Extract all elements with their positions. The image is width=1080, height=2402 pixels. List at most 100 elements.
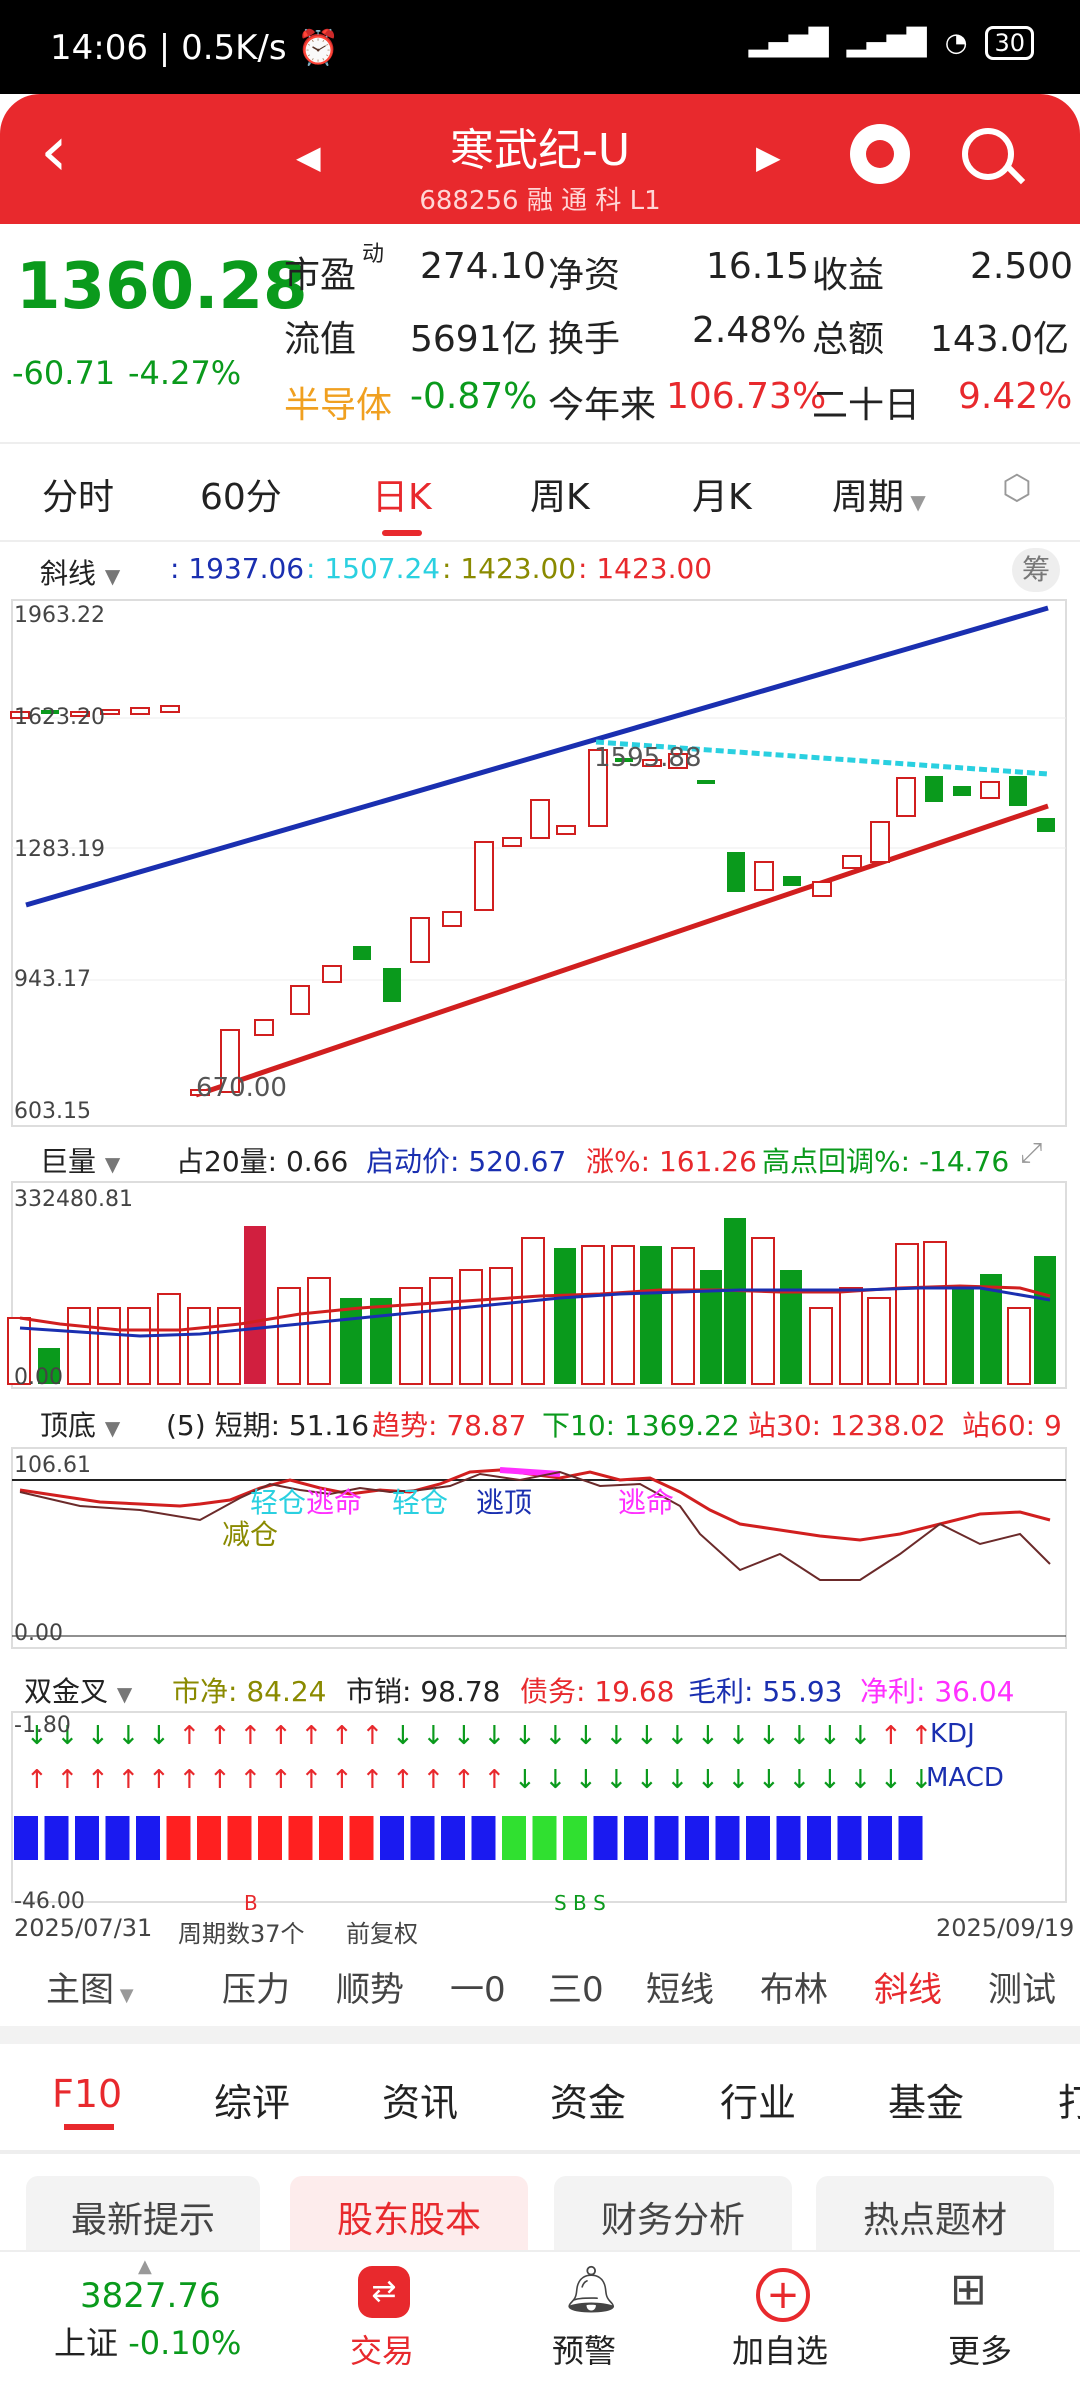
- trade-icon[interactable]: ⇄: [358, 2266, 410, 2318]
- sj-indicator-label[interactable]: 双金叉 ▼: [24, 1675, 133, 1708]
- tab-pressure[interactable]: 压力: [222, 1970, 290, 2010]
- resistance-line: [595, 739, 1049, 777]
- tab-news[interactable]: 资讯: [382, 2081, 459, 2125]
- signal-block: [837, 1816, 862, 1860]
- signal-block: [75, 1816, 99, 1860]
- kline-chart[interactable]: 1963.22 1623.20 1283.19 943.17 603.15 15…: [0, 590, 1080, 1140]
- tab-boll[interactable]: 布林: [760, 1970, 828, 2010]
- mv-label: 流值: [284, 319, 357, 360]
- signal-block: [319, 1816, 343, 1860]
- period-count: 周期数37个: [178, 1920, 305, 1948]
- sj-top: -1.80: [14, 1713, 71, 1738]
- macd-arrow: ↑: [57, 1765, 79, 1795]
- battery-icon: 30: [985, 26, 1034, 60]
- candle: [353, 946, 371, 960]
- signal-block: [349, 1816, 374, 1860]
- kdj-arrow: ↓: [484, 1721, 506, 1751]
- chip-button[interactable]: 筹: [1012, 548, 1060, 592]
- tab-period[interactable]: 周期 ▼: [832, 477, 926, 518]
- back-icon[interactable]: ‹: [40, 110, 68, 192]
- f10-indicator: [64, 2124, 114, 2130]
- ytd-label: 今年来: [548, 385, 657, 426]
- nav-trade[interactable]: 交易: [350, 2332, 415, 2370]
- kdj-arrow: ↑: [240, 1721, 262, 1751]
- td-l2: 逃命: [306, 1486, 362, 1519]
- td-l4: 逃顶: [476, 1486, 532, 1519]
- prev-stock-icon[interactable]: ◀: [296, 138, 321, 176]
- candle: [588, 749, 608, 827]
- candle: [530, 799, 550, 839]
- tab-fund[interactable]: 基金: [888, 2081, 965, 2125]
- grid-icon[interactable]: ⊞: [950, 2264, 987, 2315]
- tab-short[interactable]: 短线: [646, 1970, 714, 2010]
- volume-bar: [399, 1287, 423, 1385]
- candle: [502, 837, 522, 847]
- tab-trend[interactable]: 顺势: [336, 1970, 404, 2010]
- signal-block: [380, 1816, 404, 1860]
- tab-review[interactable]: 综评: [214, 2081, 291, 2125]
- sj-chart[interactable]: ↓ ↓ ↓ ↓ ↓ ↑ ↑ ↑ ↑ ↑ ↑ ↑ ↓ ↓ ↓ ↓ ↓ ↓ ↓ ↓ ↓ ↓ ↓ ↓ ↓ ↓ ↓ ↓ ↑ ↑ ↑ ↑ ↑ ↑ ↑ ↑ ↑ ↑ ↑…: [0, 1708, 1080, 1914]
- macd-arrow: ↓: [545, 1765, 567, 1795]
- line-indicator-label[interactable]: 斜线 ▼: [40, 557, 121, 590]
- ytd-value: 106.73%: [666, 376, 827, 417]
- candle: [812, 881, 832, 897]
- candle: [290, 985, 310, 1015]
- kdj-arrow: ↓: [636, 1721, 658, 1751]
- signal-block: [898, 1816, 923, 1860]
- kdj-arrow: ↓: [87, 1721, 109, 1751]
- assistant-icon[interactable]: [850, 124, 910, 184]
- volume-chart[interactable]: 332480.81 0.00: [0, 1178, 1080, 1392]
- td-a: (5) 短期: 51.16: [166, 1409, 370, 1442]
- nav-more[interactable]: 更多: [948, 2332, 1013, 2370]
- candle: [980, 781, 1000, 799]
- bell-icon[interactable]: 🔔︎: [562, 2262, 621, 2316]
- tab-test[interactable]: 测试: [988, 1970, 1056, 2010]
- tab-60min[interactable]: 60分: [200, 477, 282, 518]
- axis-t4: 943.17: [14, 967, 91, 992]
- next-stock-icon[interactable]: ▶: [756, 138, 781, 176]
- macd-label: MACD: [926, 1763, 1004, 1793]
- line-value-3: : 1423.00: [442, 552, 577, 585]
- kdj-label: KDJ: [930, 1719, 975, 1749]
- candle: [383, 968, 401, 1002]
- volume-bar: [867, 1297, 891, 1385]
- search-icon[interactable]: [962, 128, 1014, 180]
- eps-value: 2.500: [970, 246, 1074, 287]
- tab-funds[interactable]: 资金: [550, 2081, 627, 2125]
- nav-alert[interactable]: 预警: [552, 2332, 617, 2370]
- tab-industry[interactable]: 行业: [720, 2081, 797, 2125]
- vol-zero: 0.00: [14, 1365, 63, 1390]
- volume-bar: [489, 1267, 513, 1385]
- tab-main-chart[interactable]: 主图 ▼: [46, 1970, 134, 2010]
- macd-arrow: ↓: [606, 1765, 628, 1795]
- tab-minute[interactable]: 分时: [42, 477, 115, 518]
- tab-weekly[interactable]: 周K: [530, 477, 590, 518]
- tab-one-zero[interactable]: 一0: [450, 1970, 506, 2010]
- macd-arrow: ↑: [118, 1765, 140, 1795]
- td-chart[interactable]: 106.61 0.00 轻仓 逃命 轻仓 逃顶 逃命 减仓: [0, 1444, 1080, 1656]
- volume-bar: [127, 1307, 151, 1385]
- expand-icon[interactable]: ⤢: [1020, 1136, 1043, 1169]
- index-row[interactable]: 上证 -0.10%: [54, 2324, 242, 2362]
- tab-three-zero[interactable]: 三0: [548, 1970, 604, 2010]
- sector-name[interactable]: 半导体: [284, 385, 393, 426]
- tab-f10[interactable]: F10: [52, 2072, 123, 2116]
- tab-monthly[interactable]: 月K: [692, 477, 752, 518]
- sj-e: 净利: 36.04: [860, 1675, 1015, 1708]
- app-header: ‹ ◀ 寒武纪-U 688256 融 通 科 L1 ▶: [0, 94, 1080, 224]
- volume-indicator-label[interactable]: 巨量 ▼: [40, 1145, 121, 1178]
- tab-slope[interactable]: 斜线: [874, 1970, 942, 2010]
- signal-block: [44, 1816, 69, 1860]
- kdj-arrow: ↑: [362, 1721, 384, 1751]
- td-indicator-label[interactable]: 顶底 ▼: [40, 1409, 121, 1442]
- candle: [442, 911, 462, 927]
- volume-bar: [780, 1270, 802, 1384]
- settings-icon[interactable]: ⬡: [1002, 468, 1032, 508]
- signal-block: [258, 1816, 282, 1860]
- price-change: -60.71: [12, 354, 116, 392]
- stock-title: 寒武纪-U: [449, 125, 631, 176]
- nav-add[interactable]: 加自选: [732, 2332, 829, 2370]
- add-icon[interactable]: +: [756, 2268, 810, 2322]
- tab-more-f10[interactable]: 打: [1058, 2081, 1080, 2125]
- tab-daily[interactable]: 日K: [372, 477, 432, 518]
